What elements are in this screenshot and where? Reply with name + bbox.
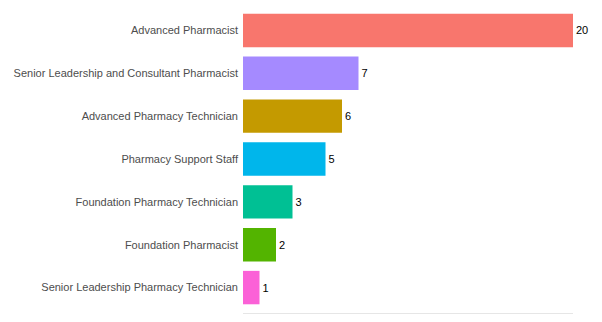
svg-text:Pharmacy Support Staff: Pharmacy Support Staff xyxy=(121,153,239,165)
svg-text:Senior Leadership Pharmacy Tec: Senior Leadership Pharmacy Technician xyxy=(41,281,238,293)
svg-text:3: 3 xyxy=(296,196,302,208)
svg-text:Senior Leadership and Consulta: Senior Leadership and Consultant Pharmac… xyxy=(14,67,238,79)
svg-text:1: 1 xyxy=(263,282,269,294)
svg-text:Foundation Pharmacy Technician: Foundation Pharmacy Technician xyxy=(76,196,238,208)
svg-text:Advanced Pharmacist: Advanced Pharmacist xyxy=(131,24,238,36)
svg-text:Foundation Pharmacist: Foundation Pharmacist xyxy=(125,239,238,251)
svg-text:5: 5 xyxy=(329,153,335,165)
svg-text:20: 20 xyxy=(576,24,588,36)
svg-text:6: 6 xyxy=(345,110,351,122)
svg-text:7: 7 xyxy=(362,67,368,79)
svg-text:Advanced Pharmacy Technician: Advanced Pharmacy Technician xyxy=(82,110,238,122)
svg-text:2: 2 xyxy=(279,239,285,251)
